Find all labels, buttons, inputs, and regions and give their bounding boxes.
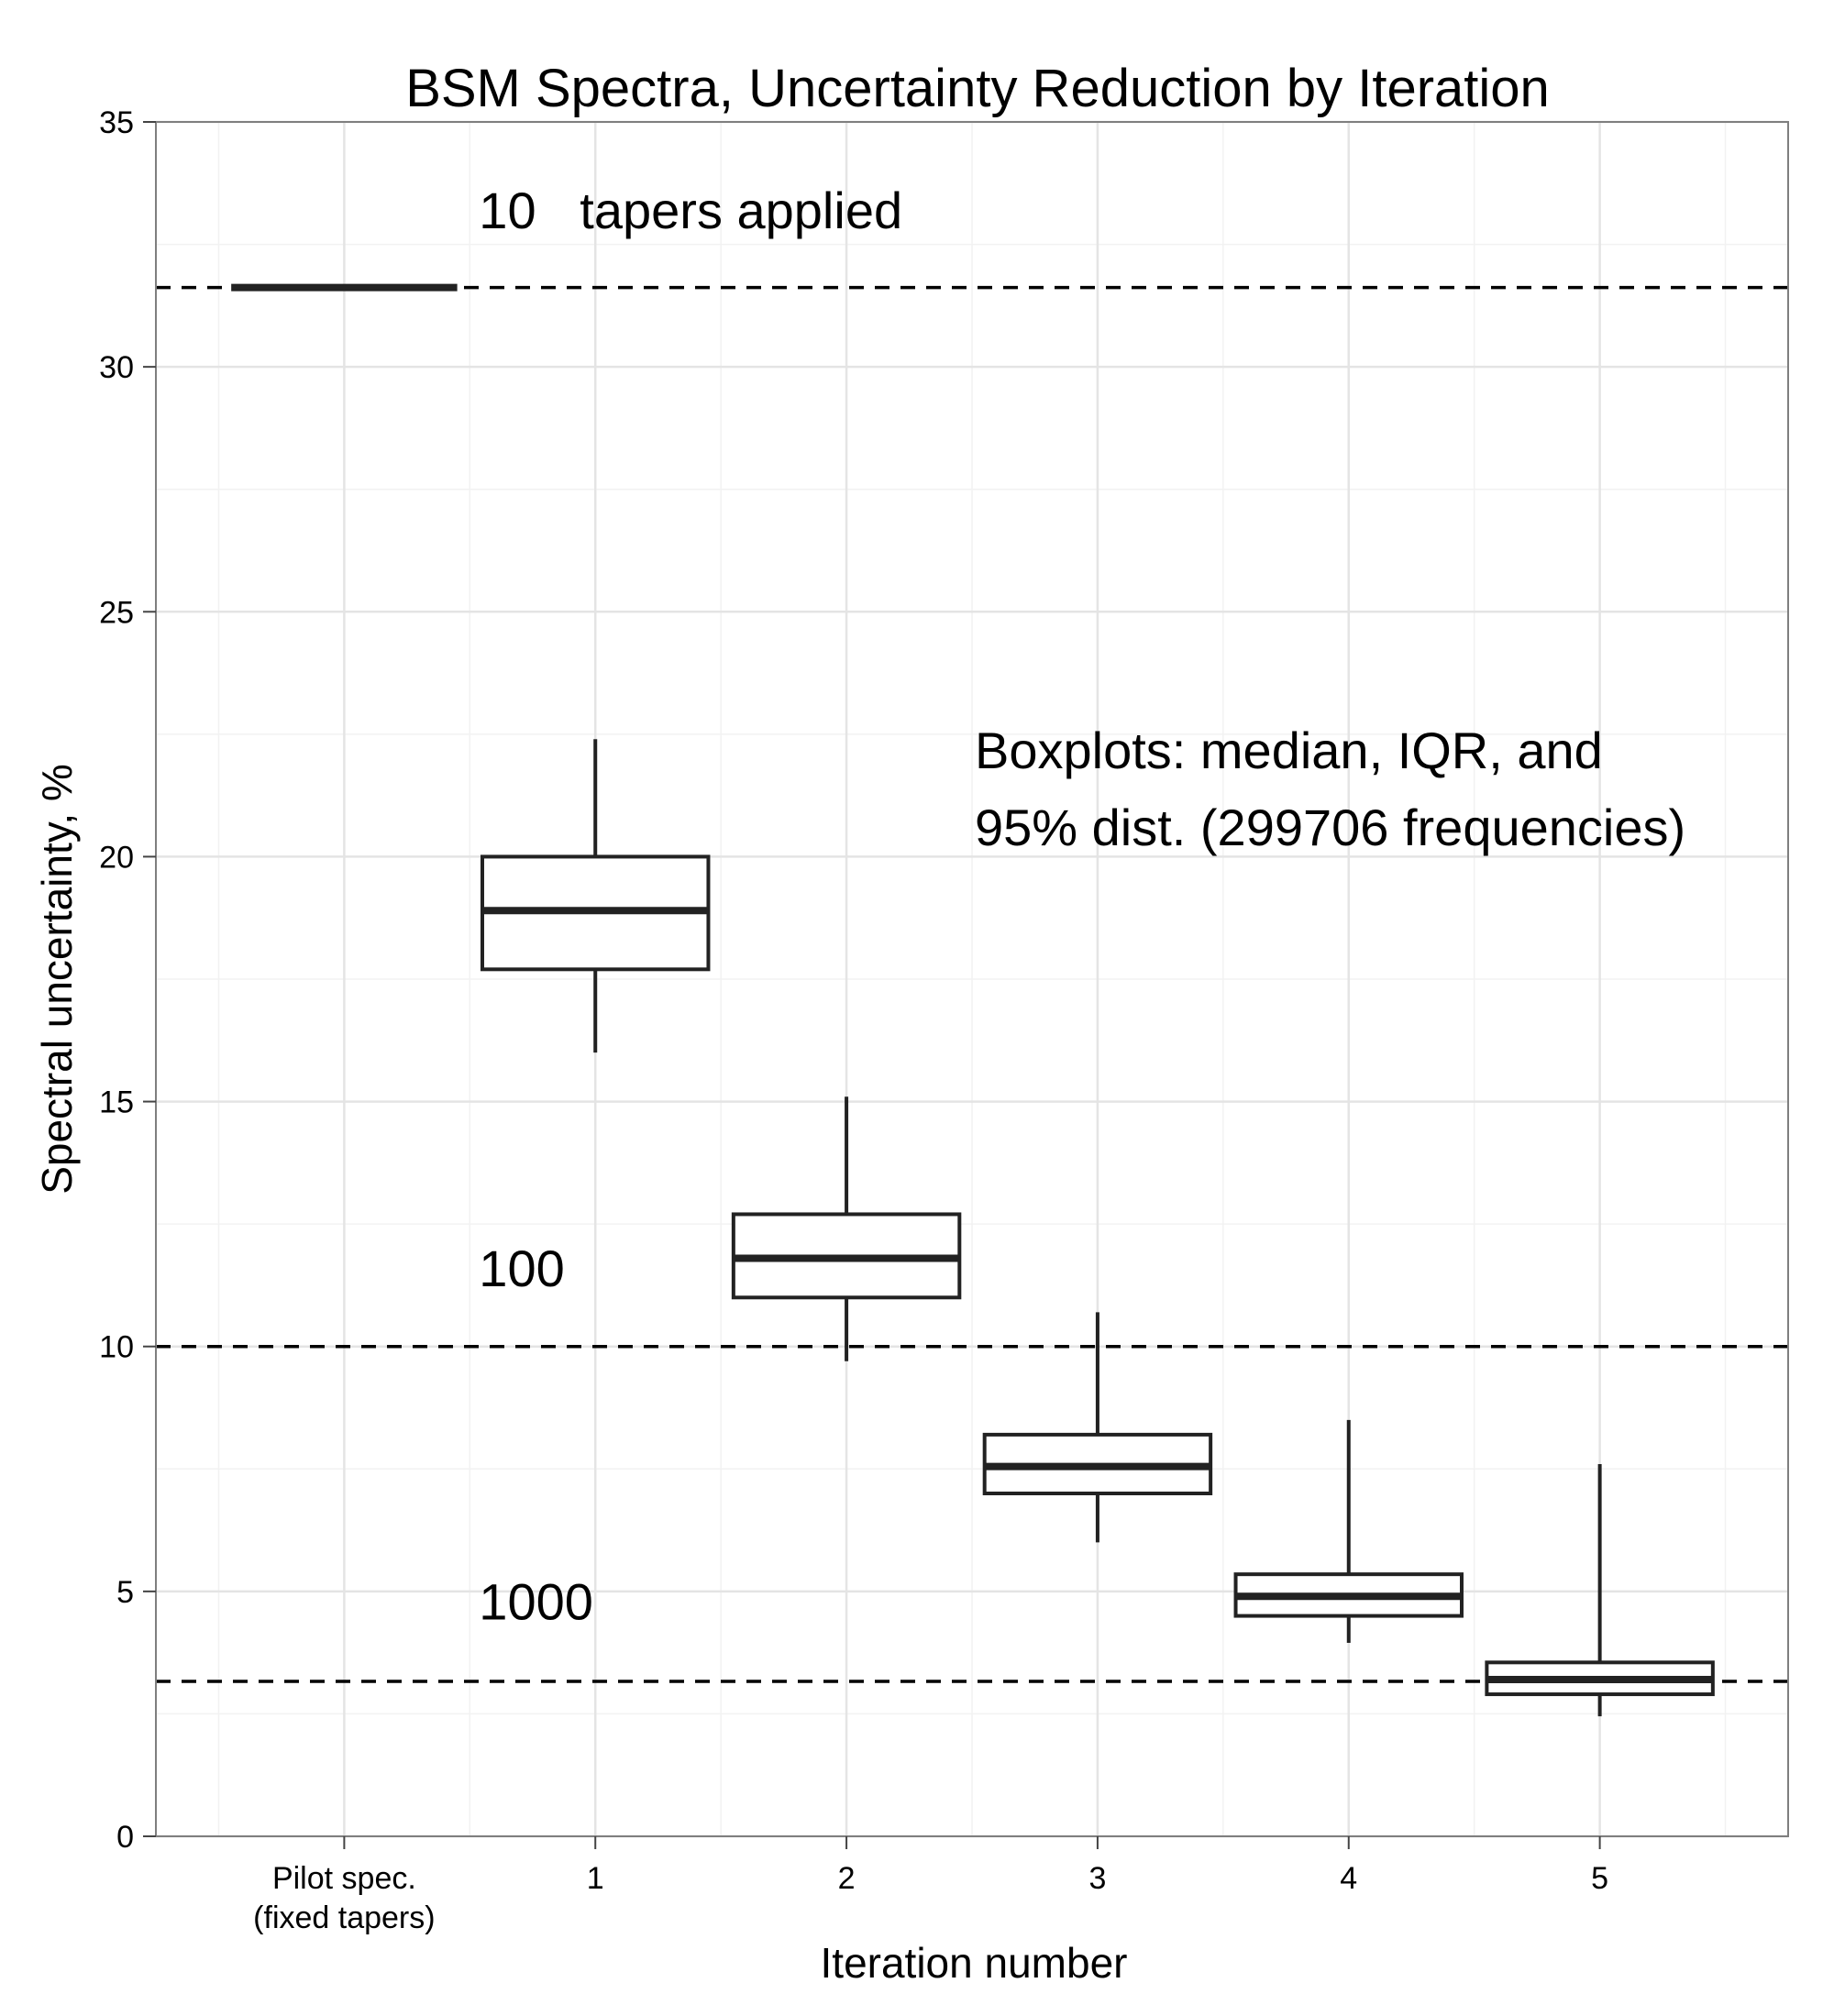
grid	[156, 120, 1788, 1838]
y-tick-label: 20	[99, 840, 134, 875]
reference-line-label-1000: 1000	[479, 1573, 593, 1631]
boxplot-2	[731, 1096, 962, 1361]
plot-panel	[155, 121, 1789, 1837]
boxplot-1	[481, 739, 711, 1053]
boxplot-5	[1485, 1463, 1715, 1717]
boxplot-4	[1233, 1419, 1464, 1643]
x-tick-label-line2: (fixed tapers)	[253, 1900, 435, 1935]
y-tick-label: 5	[116, 1575, 134, 1610]
box-legend-line2: 95% dist. (299706 frequencies)	[975, 799, 1685, 856]
x-tick-label: 3	[1088, 1861, 1106, 1896]
reference-lines: 10 tapers applied 100 1000	[156, 182, 1788, 1683]
x-tick-label: 1	[587, 1861, 604, 1896]
y-tick-label: 35	[99, 105, 134, 140]
x-axis-title: Iteration number	[821, 1939, 1128, 1987]
y-tick-label: 10	[99, 1330, 134, 1365]
x-tick-label: Pilot spec.	[272, 1861, 416, 1896]
annotations: Boxplots: median, IQR, and 95% dist. (29…	[975, 722, 1685, 856]
x-tick-label: 4	[1340, 1861, 1357, 1896]
x-axis: Pilot spec. (fixed tapers) 1 2 3 4 5	[253, 1836, 1608, 1935]
y-tick-label: 15	[99, 1085, 134, 1120]
x-tick-label: 2	[838, 1861, 856, 1896]
y-tick-label: 0	[116, 1820, 134, 1855]
tapers-applied-label: tapers applied	[580, 182, 902, 239]
boxplots	[231, 283, 1715, 1717]
y-axis: 0 5 10 15 20 25 30 35	[99, 105, 156, 1855]
y-axis-title: Spectral uncertainty, %	[33, 764, 81, 1195]
box-legend-line1: Boxplots: median, IQR, and	[975, 722, 1603, 779]
chart-title: BSM Spectra, Uncertainty Reduction by It…	[405, 59, 1550, 118]
y-tick-label: 25	[99, 595, 134, 630]
boxplot-3	[982, 1312, 1213, 1543]
y-tick-label: 30	[99, 350, 134, 385]
reference-line-label-100: 100	[479, 1239, 564, 1297]
x-tick-label: 5	[1591, 1861, 1608, 1896]
reference-line-label-10: 10	[479, 182, 536, 239]
